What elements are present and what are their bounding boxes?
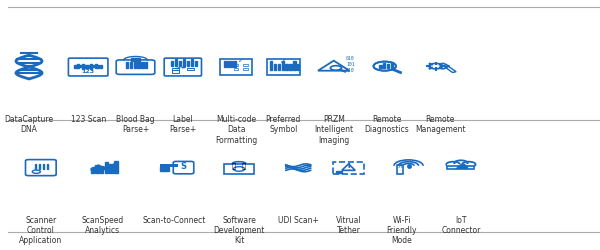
Bar [187, 61, 189, 66]
Bar [448, 164, 475, 169]
Polygon shape [160, 167, 169, 171]
Bar [191, 59, 193, 66]
Bar [286, 64, 288, 70]
Bar [234, 68, 238, 70]
Bar [43, 164, 44, 169]
Bar [87, 64, 89, 68]
Bar [224, 61, 226, 67]
Text: Scan-to-Connect: Scan-to-Connect [142, 216, 206, 224]
Text: Wi-Fi
Friendly
Mode: Wi-Fi Friendly Mode [386, 216, 417, 245]
Bar [383, 63, 385, 68]
Bar [82, 64, 85, 69]
Text: IoT
Connector: IoT Connector [441, 216, 481, 235]
Text: Remote
Management: Remote Management [415, 115, 466, 134]
Bar [95, 64, 97, 68]
Bar [35, 164, 36, 169]
Bar [232, 61, 233, 67]
Bar [243, 64, 248, 66]
Bar [278, 64, 280, 70]
Bar [379, 65, 382, 68]
Bar [38, 164, 40, 169]
Bar [171, 61, 173, 66]
Bar [126, 62, 128, 68]
Text: 123 Scan: 123 Scan [71, 115, 106, 124]
Text: Blood Bag
Parse+: Blood Bag Parse+ [116, 115, 155, 134]
Text: _ _ _ _ _: _ _ _ _ _ [274, 70, 293, 75]
Text: Software
Development
Kit: Software Development Kit [214, 216, 265, 245]
Bar [109, 164, 113, 173]
Text: ScanSpeed
Analytics: ScanSpeed Analytics [82, 216, 124, 235]
Bar [105, 162, 108, 173]
Text: 🔩: 🔩 [241, 162, 245, 169]
Bar [141, 62, 143, 68]
Text: Label
Parse+: Label Parse+ [169, 115, 196, 134]
Text: 🔧: 🔧 [232, 162, 236, 169]
Bar [95, 165, 98, 173]
Text: Vitrual
Tether: Vitrual Tether [336, 216, 361, 235]
Bar [172, 68, 179, 70]
Bar [187, 68, 194, 70]
Bar [445, 66, 456, 72]
Text: Multi-code
Data
Formatting: Multi-code Data Formatting [215, 115, 257, 145]
Text: Remote
Diagnostics: Remote Diagnostics [365, 115, 409, 134]
Text: Preferred
Symbol: Preferred Symbol [266, 115, 301, 134]
Bar [183, 59, 185, 66]
Bar [89, 64, 92, 68]
Bar [175, 59, 177, 66]
Bar [74, 65, 77, 68]
Text: ✓: ✓ [280, 57, 287, 66]
Bar [234, 61, 236, 67]
Bar [336, 172, 342, 173]
Text: ✓: ✓ [238, 58, 244, 64]
Text: X: X [398, 163, 403, 169]
Bar [270, 61, 272, 70]
Bar [227, 61, 229, 67]
Text: DataCapture
DNA: DataCapture DNA [4, 115, 53, 134]
Bar [196, 61, 197, 66]
Bar [97, 65, 100, 68]
Bar [243, 68, 248, 70]
Bar [130, 62, 132, 68]
Bar [137, 62, 140, 68]
Text: !: ! [346, 163, 351, 173]
Text: UDI Scan+: UDI Scan+ [278, 216, 319, 224]
Text: Scanner
Control
Application: Scanner Control Application [19, 216, 62, 245]
Bar [100, 166, 103, 173]
Bar [145, 62, 148, 68]
Bar [274, 64, 276, 70]
Bar [229, 61, 231, 67]
Bar [289, 64, 292, 70]
Bar [79, 65, 82, 67]
Bar [391, 62, 393, 68]
Text: S: S [181, 162, 187, 171]
Bar [234, 64, 238, 66]
Bar [172, 70, 179, 73]
Text: 010
101
010: 010 101 010 [346, 56, 355, 72]
Bar [100, 64, 102, 68]
Text: 123: 123 [82, 69, 95, 74]
Bar [297, 64, 299, 70]
Bar [114, 161, 118, 173]
Bar [397, 165, 403, 173]
Bar [293, 61, 296, 70]
Text: PRZM
Intelligent
Imaging: PRZM Intelligent Imaging [314, 115, 353, 145]
Bar [160, 164, 178, 167]
Bar [47, 164, 48, 169]
Bar [281, 61, 284, 70]
Bar [179, 61, 181, 66]
Bar [91, 168, 94, 173]
Bar [77, 64, 79, 68]
Bar [131, 58, 140, 61]
Bar [85, 65, 87, 68]
Text: ☁: ☁ [454, 158, 469, 172]
Bar [134, 62, 136, 68]
Bar [92, 65, 94, 67]
Bar [387, 64, 389, 68]
